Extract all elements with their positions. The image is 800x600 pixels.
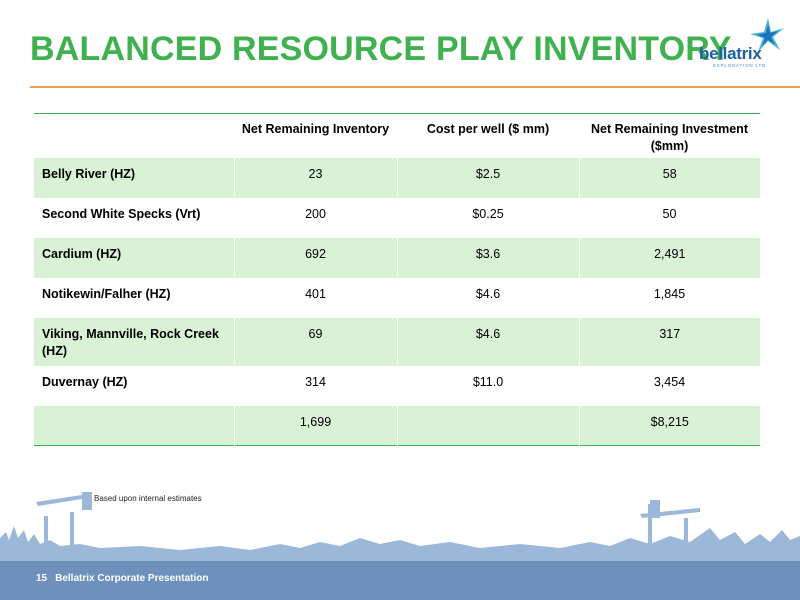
investment-cell: 2,491 [578, 237, 760, 278]
investment-cell: 50 [662, 206, 677, 221]
header-cell: Cost per well ($ mm) [426, 122, 550, 136]
play-name: Duvernay (HZ) [42, 374, 128, 389]
inventory-cell: 200 [305, 206, 326, 221]
investment-cell: 58 [578, 157, 760, 198]
total-row: 1,699 $8,215 [34, 405, 760, 446]
company-logo: bellatrix EXPLORATION LTD [695, 18, 790, 73]
play-name: Cardium (HZ) [34, 237, 234, 278]
cost-cell: $3.6 [396, 237, 579, 278]
cost-cell: $4.6 [396, 317, 579, 366]
investment-total-cell: $8,215 [578, 405, 760, 446]
investment-cell: 1,845 [653, 286, 686, 301]
oilfield-silhouette [0, 492, 800, 568]
slide-title: BALANCED RESOURCE PLAY INVENTORY [30, 30, 732, 68]
header-cell [34, 114, 234, 158]
pump-jack-icon [34, 492, 94, 558]
inventory-cell: 69 [233, 317, 397, 366]
table-row: Duvernay (HZ) 314 $11.0 3,454 [34, 366, 760, 406]
investment-cell: 317 [578, 317, 760, 366]
logo-wordmark: bellatrix [699, 44, 762, 63]
star-logo-icon [750, 18, 784, 52]
footer-label: Bellatrix Corporate Presentation [55, 573, 209, 584]
cost-cell: $0.25 [472, 206, 504, 221]
play-name [34, 405, 234, 446]
investment-cell: 3,454 [653, 374, 686, 389]
table-row: Cardium (HZ) 692 $3.6 2,491 [34, 237, 760, 278]
table-row: Notikewin/Falher (HZ) 401 $4.6 1,845 [34, 278, 760, 318]
inventory-table: Net Remaining Inventory Cost per well ($… [34, 113, 760, 446]
footnote: Based upon internal estimates [94, 494, 202, 503]
header-cell: Net Remaining Investment ($mm) [591, 122, 748, 153]
play-name: Notikewin/Falher (HZ) [42, 286, 171, 301]
inventory-cell: 401 [305, 286, 326, 301]
play-name: Belly River (HZ) [34, 157, 234, 198]
footer: 15 Bellatrix Corporate Presentation [36, 573, 209, 584]
cost-cell [396, 405, 579, 446]
table-row: Second White Specks (Vrt) 200 $0.25 50 [34, 198, 760, 238]
footer-band [0, 561, 800, 600]
logo-tagline: EXPLORATION LTD [713, 63, 767, 68]
inventory-total-cell: 1,699 [233, 405, 397, 446]
play-name: Second White Specks (Vrt) [42, 206, 201, 221]
page-number: 15 [36, 573, 48, 584]
play-name: Viking, Mannville, Rock Creek (HZ) [34, 317, 234, 366]
pump-jack-icon [640, 500, 700, 558]
table-header-row: Net Remaining Inventory Cost per well ($… [34, 114, 760, 158]
table-row: Belly River (HZ) 23 $2.5 58 [34, 157, 760, 198]
header-cell: Net Remaining Inventory [241, 122, 390, 136]
table-row: Viking, Mannville, Rock Creek (HZ) 69 $4… [34, 317, 760, 366]
cost-cell: $4.6 [475, 286, 501, 301]
cost-cell: $11.0 [472, 374, 504, 389]
title-divider [30, 86, 800, 88]
inventory-cell: 692 [233, 237, 397, 278]
inventory-cell: 314 [305, 374, 326, 389]
inventory-cell: 23 [233, 157, 397, 198]
cost-cell: $2.5 [396, 157, 579, 198]
